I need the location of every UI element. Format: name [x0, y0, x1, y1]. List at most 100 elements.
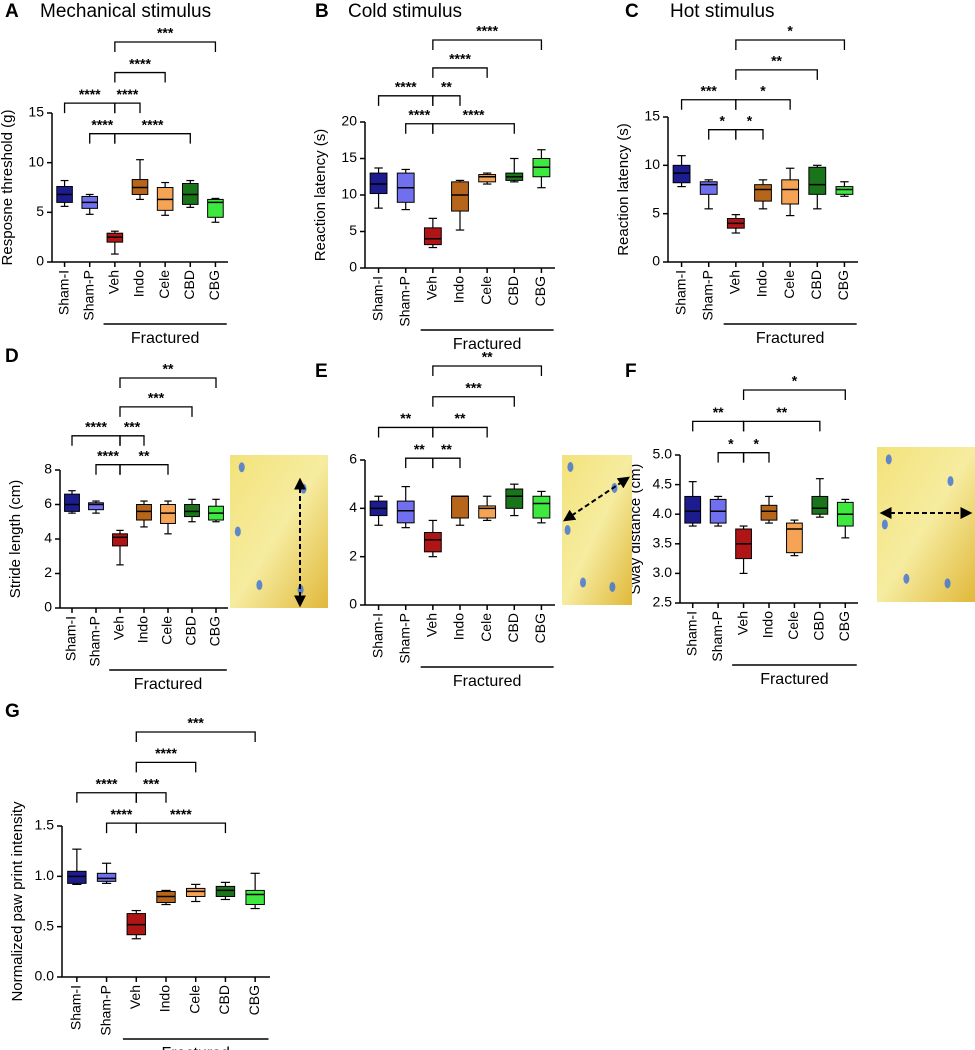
- image-background: [230, 455, 328, 608]
- significance-bracket: [95, 464, 121, 475]
- significance-label: **: [455, 410, 466, 426]
- image-background: [877, 447, 975, 602]
- panel-letter: G: [5, 701, 20, 722]
- significance-bracket: [377, 95, 434, 106]
- y-tick-label: 4: [44, 530, 52, 546]
- significance-label: ****: [142, 116, 164, 132]
- significance-bracket: [432, 396, 515, 407]
- box: [754, 184, 772, 202]
- significance-bracket: [708, 129, 737, 140]
- significance-label: ****: [111, 806, 133, 822]
- significance-label: **: [400, 410, 411, 426]
- paw-mark: [234, 526, 241, 537]
- y-tick-label: 3.5: [653, 535, 673, 551]
- significance-label: ****: [96, 775, 118, 791]
- x-tick-label: CBD: [505, 613, 521, 643]
- box: [160, 504, 176, 524]
- x-tick-label: Indo: [157, 985, 173, 1012]
- box: [808, 166, 827, 195]
- box: [207, 198, 224, 218]
- paw-mark: [947, 476, 954, 487]
- significance-label: ***: [143, 775, 160, 791]
- y-tick-label: 5: [349, 222, 357, 238]
- x-tick-label: CBG: [206, 270, 222, 300]
- x-tick-label: Veh: [727, 270, 743, 294]
- x-tick-label: Indo: [131, 270, 147, 297]
- y-tick-label: 5: [36, 203, 44, 219]
- y-tick-label: 15: [644, 108, 660, 124]
- box: [786, 522, 803, 554]
- significance-bracket: [432, 426, 488, 438]
- x-tick-label: CBG: [836, 611, 852, 641]
- y-tick-label: 0.0: [35, 968, 55, 984]
- significance-label: ****: [476, 23, 498, 39]
- significance-label: **: [139, 447, 150, 463]
- x-tick-label: Indo: [135, 616, 151, 643]
- significance-bracket: [680, 99, 737, 110]
- y-tick-label: 2.5: [653, 594, 673, 610]
- significance-bracket: [735, 99, 791, 110]
- y-tick-label: 10: [28, 153, 44, 169]
- paw-mark: [609, 582, 616, 592]
- y-axis-label: Normalized paw print intensity: [9, 801, 26, 1002]
- panel-letter: F: [625, 361, 637, 382]
- significance-bracket: [71, 435, 121, 446]
- x-tick-label: Sham-P: [80, 270, 96, 321]
- x-tick-label: Cele: [159, 616, 175, 645]
- x-tick-label: Sham-P: [396, 276, 412, 327]
- paw-mark: [885, 454, 892, 465]
- y-tick-label: 10: [644, 156, 660, 172]
- panel-letter: E: [315, 361, 328, 382]
- significance-label: ****: [155, 745, 177, 761]
- significance-bracket: [114, 71, 166, 83]
- y-tick-label: 4: [349, 499, 357, 515]
- significance-bracket: [432, 365, 543, 376]
- group-label: Fractured: [760, 671, 828, 688]
- y-tick-label: 0.5: [35, 917, 55, 933]
- significance-bracket: [119, 377, 217, 388]
- chart-title: Mechanical stimulus: [40, 1, 211, 22]
- significance-bracket: [114, 102, 141, 114]
- x-tick-label: Sham-I: [369, 276, 385, 321]
- x-tick-label: CBD: [183, 616, 199, 646]
- y-tick-label: 4.5: [653, 475, 673, 491]
- box: [67, 870, 87, 884]
- significance-label: ***: [188, 715, 205, 731]
- box: [684, 495, 702, 524]
- significance-label: **: [441, 79, 452, 95]
- x-tick-label: Cele: [785, 611, 801, 640]
- x-tick-label: Veh: [111, 616, 127, 640]
- paw-mark: [564, 525, 571, 535]
- significance-bracket: [405, 457, 434, 469]
- significance-bracket: [105, 822, 137, 834]
- x-tick-label: Veh: [106, 270, 122, 294]
- significance-label: ****: [449, 51, 471, 67]
- significance-bracket: [377, 426, 434, 438]
- y-tick-label: 0: [44, 599, 52, 615]
- x-tick-label: Veh: [127, 985, 143, 1009]
- significance-bracket: [692, 420, 745, 432]
- y-tick-label: 20: [341, 113, 357, 129]
- x-tick-label: Veh: [734, 611, 750, 635]
- box: [811, 495, 829, 515]
- x-tick-label: Cele: [478, 613, 494, 642]
- significance-bracket: [76, 792, 137, 803]
- box: [532, 495, 551, 519]
- paw-mark: [256, 580, 263, 591]
- paw-mark: [238, 462, 245, 473]
- paw-mark: [944, 578, 951, 589]
- significance-bracket: [735, 129, 764, 140]
- x-tick-label: Sham-P: [97, 985, 113, 1036]
- x-tick-label: Veh: [424, 613, 440, 637]
- significance-label: **: [482, 349, 493, 365]
- group-label: Fractured: [161, 1045, 229, 1050]
- x-tick-label: Sham-P: [709, 611, 725, 662]
- paw-mark: [881, 519, 888, 530]
- y-tick-label: 0: [349, 259, 357, 275]
- significance-label: ***: [701, 82, 718, 98]
- significance-bracket: [119, 464, 169, 475]
- significance-bracket: [432, 123, 515, 134]
- x-tick-label: Indo: [760, 611, 776, 638]
- y-tick-label: 5.0: [653, 446, 673, 462]
